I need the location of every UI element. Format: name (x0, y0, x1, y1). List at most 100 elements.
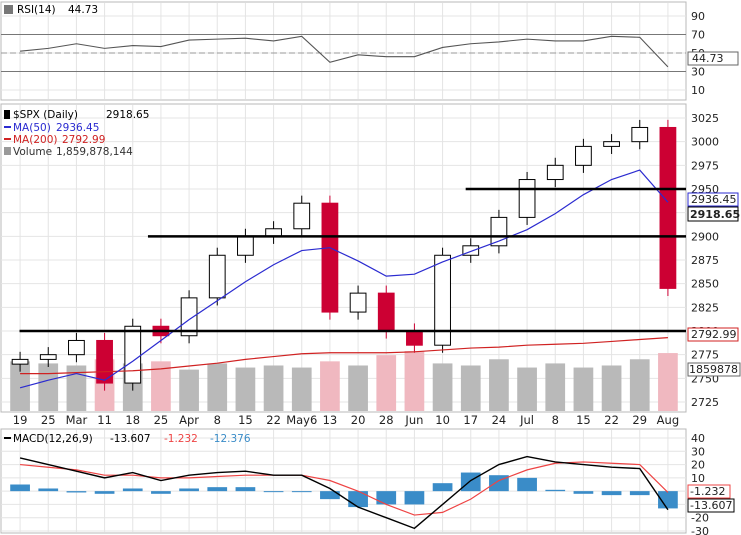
macd-value-box: -13.607 (687, 498, 735, 513)
volume-bar (179, 369, 199, 411)
candle-body (406, 330, 423, 346)
macd-histogram-bar (10, 484, 30, 492)
x-tick-label: 20 (351, 413, 366, 427)
candle-body (377, 292, 395, 332)
x-tick-label: 11 (97, 413, 112, 427)
volume-bar (291, 367, 312, 411)
x-tick-label: 10 (435, 413, 450, 427)
rsi-tick-label: 10 (691, 84, 705, 97)
x-tick-label: 25 (154, 413, 169, 427)
candle-body (68, 339, 85, 356)
x-tick-label: 24 (492, 413, 507, 427)
volume-legend-swatch (4, 147, 11, 155)
macd-histogram-bar (376, 491, 397, 505)
rsi-line (20, 35, 669, 68)
macd-histogram-bar (545, 489, 566, 492)
ma50-value-label: 2936.45 (691, 193, 737, 206)
volume-bar (320, 361, 340, 411)
macd-histogram-bar (348, 491, 368, 508)
volume-bar (263, 365, 284, 411)
candle-body (321, 202, 339, 313)
x-tick-label: 8 (214, 413, 221, 427)
volume-bar (404, 351, 425, 411)
macd-tick-label: 30 (691, 445, 705, 458)
x-tick-label: 15 (576, 413, 591, 427)
x-tick-label: 22 (604, 413, 619, 427)
x-tick-label: Jun (404, 413, 423, 427)
volume-value-box: 1859878 (687, 362, 741, 377)
volume-bar (489, 359, 509, 411)
volume-bar (432, 363, 453, 411)
price-legend-swatch (4, 110, 10, 119)
price-tick-label: 2725 (691, 396, 719, 409)
ma50-line (19, 169, 669, 389)
price-legend: $SPX (Daily) 2918.65 MA(50) 2936.45 MA(2… (4, 109, 149, 158)
candlesticks (11, 119, 677, 391)
x-tick-label: Aug (657, 413, 679, 427)
x-tick-label: May6 (286, 413, 317, 427)
candle-body (39, 354, 57, 360)
macd-histogram-bar (151, 491, 171, 494)
x-tick-label: 17 (463, 413, 478, 427)
x-tick-label: 28 (379, 413, 394, 427)
x-tick-label: 22 (266, 413, 281, 427)
volume-legend-value: 1,859,878,144 (56, 146, 133, 158)
volume-bar (348, 365, 368, 411)
volume-bar (629, 359, 650, 411)
macd-histogram-bar (517, 477, 537, 492)
macd-histogram-bar (629, 491, 650, 496)
rsi-legend: RSI(14) 44.73 (4, 4, 98, 16)
volume-bar (573, 367, 594, 411)
macd-tick-label: 40 (691, 432, 705, 445)
macd-histogram-bar (291, 491, 312, 493)
candle-body (490, 216, 508, 247)
price-tick-label: 2900 (691, 230, 719, 243)
macd-line (19, 455, 669, 530)
x-tick-label: 15 (238, 413, 253, 427)
x-tick-label: 19 (13, 413, 28, 427)
macd-histogram-bar (404, 491, 425, 505)
rsi-value-box: 44.73 (687, 51, 739, 66)
price-tick-label: 2875 (691, 254, 719, 267)
macd-signal-value: -1.232 (690, 485, 725, 498)
ma200-legend-value: 2792.99 (62, 134, 105, 146)
volume-bar (545, 363, 566, 411)
price-tick-label: 2775 (691, 349, 719, 362)
macd-histogram-bar (122, 488, 143, 492)
price-tick-label: 2850 (691, 278, 719, 291)
candle-body (434, 254, 451, 346)
ma50-value-box: 2936.45 (687, 192, 739, 207)
candle-body (659, 126, 677, 289)
x-tick-label: 25 (41, 413, 56, 427)
rsi-grid (1, 3, 686, 99)
macd-histogram-bar (658, 491, 678, 509)
macd-tick-label: -30 (691, 525, 709, 535)
volume-bar (460, 365, 481, 411)
last-price-box: 2918.65 (687, 206, 740, 222)
volume-bar (207, 363, 228, 411)
x-tick-label: Mar (66, 413, 88, 427)
macd-tick-label: -20 (691, 512, 709, 525)
candle-body (631, 126, 649, 143)
rsi-panel: 9070503010 RSI(14) 44.73 44.73 (0, 1, 739, 101)
macd-histogram-bar (179, 488, 199, 492)
last-price-label: 2918.65 (690, 208, 740, 221)
volume-bar (517, 367, 537, 411)
volume-bar (151, 361, 171, 411)
volume-bar (235, 367, 256, 411)
macd-histogram-bar (460, 472, 481, 492)
candle-body (124, 325, 142, 384)
candle-body (237, 235, 254, 256)
support-resistance-lines (19, 187, 686, 333)
macd-legend-signal: -1.232 (164, 433, 198, 445)
macd-histogram-bar (94, 491, 115, 494)
rsi-tick-label: 70 (691, 29, 705, 42)
macd-histogram-bar (207, 487, 228, 492)
price-tick-label: 2975 (691, 159, 719, 172)
macd-value-label: -13.607 (690, 499, 732, 512)
macd-tick-label: 10 (691, 472, 705, 485)
price-panel: 3025300029752950292529002875285028252800… (0, 103, 741, 413)
candle-body (349, 292, 367, 313)
macd-histogram-bar (38, 488, 59, 492)
